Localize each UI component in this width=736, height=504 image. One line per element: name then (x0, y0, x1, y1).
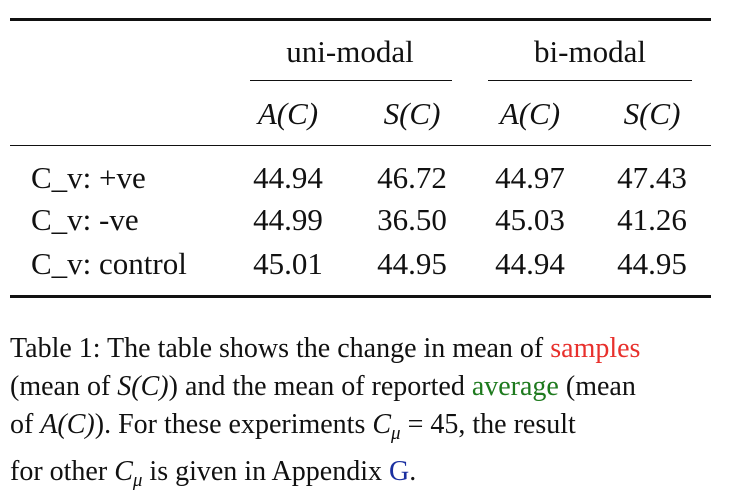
caption-text: Table 1: The table shows the change in m… (10, 333, 551, 364)
caption-subscript: μ (132, 470, 143, 491)
subheader-bi-a: A(C) (499, 96, 561, 131)
caption-text: (mean (558, 371, 636, 402)
caption-text: is given in Appendix (142, 456, 389, 487)
cmidrule-uni-modal (250, 80, 452, 81)
caption-subscript: μ (391, 423, 401, 444)
mid-rule (10, 145, 711, 147)
table-cell: 47.43 (617, 160, 687, 195)
caption-text: = 45, the result (400, 409, 576, 440)
row-label: C_v: -ve (31, 202, 139, 237)
caption-text: (mean of (10, 371, 118, 402)
table-cell: 44.94 (495, 246, 565, 281)
caption-math: S(C) (117, 371, 169, 402)
caption-math: A(C) (40, 409, 95, 440)
caption-line-1: Table 1: The table shows the change in m… (10, 330, 720, 368)
caption-math: C (372, 409, 392, 440)
caption-line-2: (mean of S(C)) and the mean of reported … (10, 368, 720, 406)
caption-text: for other (10, 456, 115, 487)
row-label: C_v: control (31, 246, 187, 281)
cmidrule-bi-modal (488, 80, 692, 81)
caption-text: ). For these experiments (94, 409, 373, 440)
group-header-uni-modal: uni-modal (286, 34, 414, 69)
caption-highlight-samples: samples (550, 333, 641, 364)
subheader-uni-s: S(C) (383, 96, 441, 131)
top-rule (10, 18, 711, 21)
table-cell: 41.26 (617, 202, 687, 237)
caption-text: . (409, 456, 417, 487)
row-label: C_v: +ve (31, 160, 146, 195)
table-cell: 44.94 (253, 160, 323, 195)
table-cell: 44.95 (377, 246, 447, 281)
caption-highlight-average: average (471, 371, 559, 402)
table-cell: 46.72 (377, 160, 447, 195)
subheader-uni-a: A(C) (257, 96, 319, 131)
subheader-bi-s: S(C) (623, 96, 681, 131)
table-cell: 44.97 (495, 160, 565, 195)
table-cell: 44.95 (617, 246, 687, 281)
table-caption: Table 1: The table shows the change in m… (10, 330, 720, 500)
caption-line-3: of A(C)). For these experiments Cμ = 45,… (10, 406, 720, 453)
bottom-rule (10, 295, 711, 298)
caption-text: of (10, 409, 41, 440)
table-cell: 44.99 (253, 202, 323, 237)
appendix-link[interactable]: G (388, 456, 410, 487)
caption-text: ) and the mean of reported (168, 371, 472, 402)
group-header-bi-modal: bi-modal (534, 34, 646, 69)
caption-math: C (114, 456, 133, 487)
table-cell: 45.01 (253, 246, 323, 281)
table-cell: 36.50 (377, 202, 447, 237)
table-cell: 45.03 (495, 202, 565, 237)
caption-line-4: for other Cμ is given in Appendix G. (10, 453, 720, 500)
